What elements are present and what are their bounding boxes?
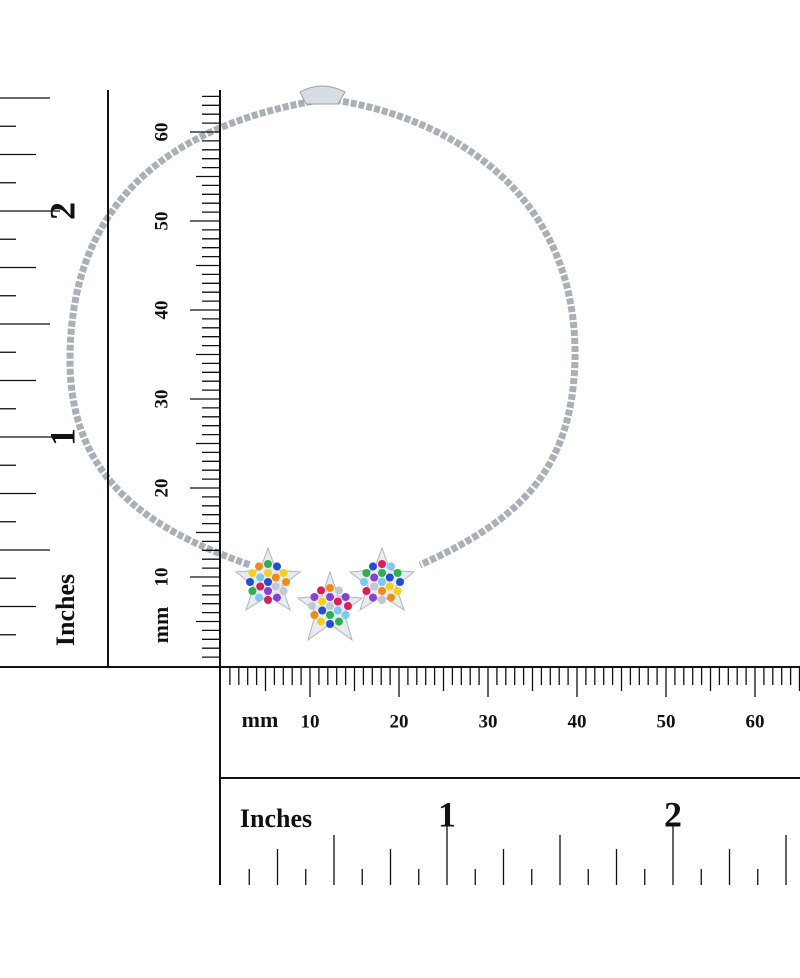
gem	[385, 573, 394, 582]
gem	[341, 593, 350, 601]
gem	[326, 602, 334, 610]
gem	[256, 582, 265, 591]
inch-label: 2	[42, 202, 82, 220]
gem	[256, 573, 265, 582]
gem	[341, 611, 350, 619]
unit-label: mm	[148, 607, 173, 644]
gem	[370, 582, 379, 591]
gem	[326, 611, 334, 619]
gem	[264, 569, 272, 577]
gem	[369, 593, 377, 602]
gem	[255, 562, 263, 571]
inch-label: 1	[438, 794, 456, 834]
gem	[370, 573, 379, 582]
gem	[378, 587, 386, 595]
unit-label: mm	[242, 707, 279, 732]
mm-label: 10	[151, 568, 172, 587]
gem	[317, 586, 325, 595]
gem	[264, 596, 272, 604]
inch-label: 2	[664, 794, 682, 834]
gem	[396, 578, 404, 586]
mm-label: 50	[151, 212, 172, 231]
gem	[310, 593, 319, 601]
mm-label: 20	[390, 711, 409, 732]
gem	[362, 569, 371, 577]
gem	[387, 593, 395, 602]
gem	[369, 562, 377, 571]
mm-label: 60	[746, 711, 765, 732]
gem	[248, 587, 257, 595]
gem	[279, 569, 288, 577]
gem	[264, 587, 272, 595]
gem	[326, 584, 334, 592]
gem	[279, 587, 288, 595]
mm-label: 40	[151, 301, 172, 320]
gem	[308, 602, 316, 610]
gem	[310, 611, 319, 619]
gem	[326, 620, 334, 628]
gem	[362, 587, 371, 595]
gem	[393, 587, 402, 595]
gem	[378, 578, 386, 586]
gem	[335, 617, 343, 626]
inch-label: 1	[42, 428, 82, 446]
gem	[335, 586, 343, 595]
unit-label: Inches	[240, 804, 312, 833]
gem	[333, 606, 342, 615]
gem	[248, 569, 257, 577]
gem	[246, 578, 254, 586]
gem	[318, 606, 327, 615]
gem	[273, 593, 281, 602]
gem	[385, 582, 394, 591]
unit-label: Inches	[51, 574, 80, 646]
gem	[318, 597, 327, 606]
gem	[271, 582, 280, 591]
gem	[282, 578, 290, 586]
mm-label: 10	[301, 711, 320, 732]
gem	[326, 593, 334, 601]
gem	[378, 596, 386, 604]
gem	[271, 573, 280, 582]
gem	[264, 578, 272, 586]
gem	[344, 602, 352, 610]
gem	[378, 569, 386, 577]
ruler-ticks	[0, 95, 800, 885]
gem	[387, 562, 395, 571]
mm-label: 30	[151, 390, 172, 409]
mm-label: 20	[151, 479, 172, 498]
mm-label: 50	[657, 711, 676, 732]
gem	[264, 560, 272, 568]
gem	[393, 569, 402, 577]
bracelet	[66, 85, 579, 642]
gem	[255, 593, 263, 602]
gem	[317, 617, 325, 626]
gem	[333, 597, 342, 606]
gem	[273, 562, 281, 571]
gem	[378, 560, 386, 568]
mm-label: 30	[479, 711, 498, 732]
gem	[360, 578, 368, 586]
mm-label: 40	[568, 711, 587, 732]
mm-label: 60	[151, 123, 172, 142]
